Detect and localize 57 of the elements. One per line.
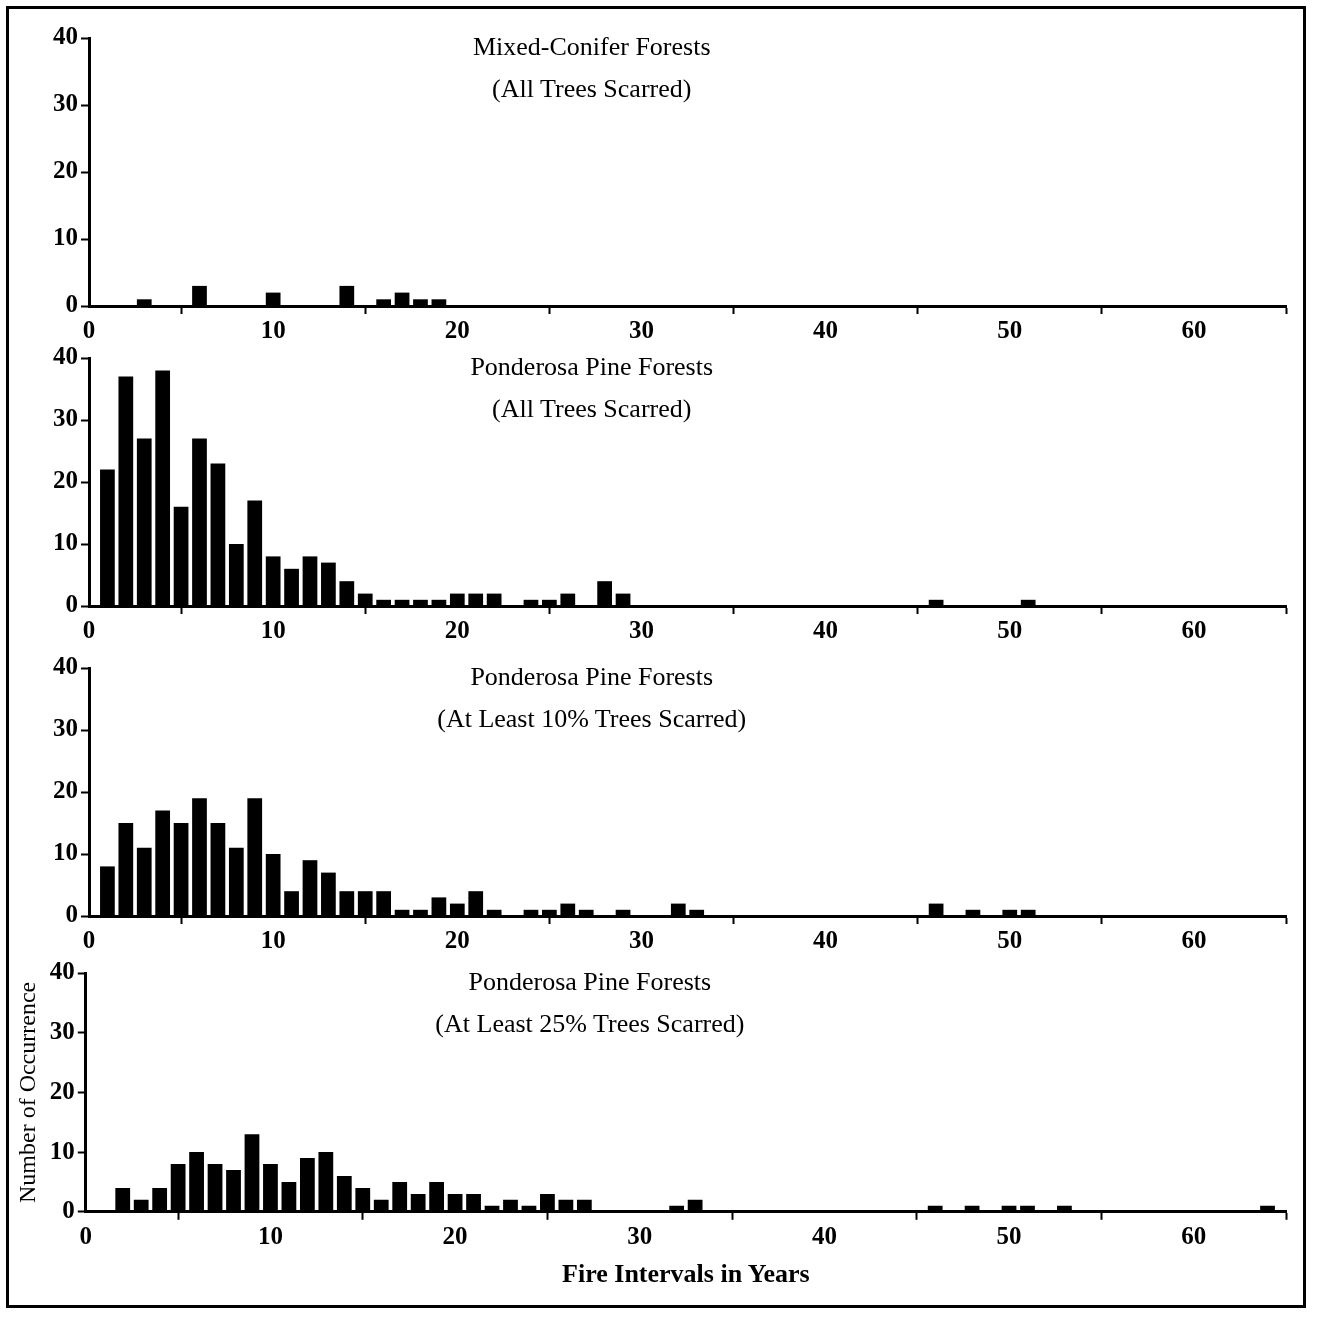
chart-title: Ponderosa Pine Forests	[470, 661, 714, 691]
x-tick-label: 60	[1181, 316, 1207, 344]
x-tick-label: 60	[1181, 1222, 1207, 1250]
x-tick-label: 30	[628, 616, 654, 644]
y-tick-label: 0	[62, 1196, 75, 1224]
x-tick-label: 50	[997, 616, 1023, 644]
y-tick-label: 0	[65, 290, 78, 318]
text: (At Least 10% Trees Scarred)	[437, 703, 747, 733]
y-tick-label: 30	[49, 1017, 75, 1045]
text: (All Trees Scarred)	[492, 393, 692, 423]
x-tick-label: 0	[82, 926, 96, 954]
y-tick-label: 10	[53, 223, 78, 251]
y-tick-label: 40	[53, 22, 78, 50]
text: (All Trees Scarred)	[492, 73, 692, 103]
x-tick-label: 40	[813, 926, 839, 954]
text: (At Least 25% Trees Scarred)	[435, 1008, 745, 1038]
x-tick-label: 20	[444, 926, 470, 954]
x-tick-label: 60	[1181, 926, 1207, 954]
y-tick-label: 20	[53, 776, 78, 804]
y-tick-label: 0	[65, 590, 78, 618]
y-tick-label: 40	[49, 957, 75, 985]
x-tick-label: 30	[628, 926, 654, 954]
y-tick-label: 10	[49, 1136, 75, 1164]
y-tick-label: 40	[53, 342, 78, 370]
x-tick-label: 20	[444, 616, 470, 644]
y-tick-label: 30	[53, 89, 78, 117]
y-tick-label: 20	[53, 156, 78, 184]
y-tick-label: 20	[53, 466, 78, 494]
x-tick-label: 50	[997, 316, 1023, 344]
y-tick-label: 10	[53, 838, 78, 866]
x-tick-label: 40	[813, 316, 839, 344]
x-tick-label: 50	[996, 1222, 1022, 1250]
y-tick-label: 0	[65, 900, 78, 928]
x-tick-label: 60	[1181, 616, 1207, 644]
x-tick-label: 0	[82, 316, 96, 344]
x-axis-title: Fire Intervals in Years	[562, 1259, 810, 1289]
y-axis-title: Number of Occurrence	[13, 981, 40, 1204]
chart-title: Mixed-Conifer Forests	[472, 31, 711, 61]
chart-title: Ponderosa Pine Forests	[468, 966, 712, 996]
x-tick-label: 40	[811, 1222, 837, 1250]
x-tick-label: 30	[628, 316, 654, 344]
chart-title: Ponderosa Pine Forests	[470, 351, 714, 381]
x-tick-label: 20	[444, 316, 470, 344]
x-tick-label: 10	[260, 616, 286, 644]
y-tick-label: 20	[49, 1076, 75, 1104]
x-tick-label: 10	[260, 316, 286, 344]
x-tick-label: 10	[257, 1222, 283, 1250]
x-tick-label: 0	[82, 616, 96, 644]
y-tick-label: 40	[53, 652, 78, 680]
y-tick-label: 10	[53, 528, 78, 556]
y-tick-label: 30	[53, 714, 78, 742]
x-tick-label: 50	[997, 926, 1023, 954]
x-tick-label: 30	[627, 1222, 653, 1250]
x-tick-label: 20	[442, 1222, 468, 1250]
x-tick-label: 10	[260, 926, 286, 954]
x-tick-label: 40	[813, 616, 839, 644]
y-tick-label: 30	[53, 404, 78, 432]
